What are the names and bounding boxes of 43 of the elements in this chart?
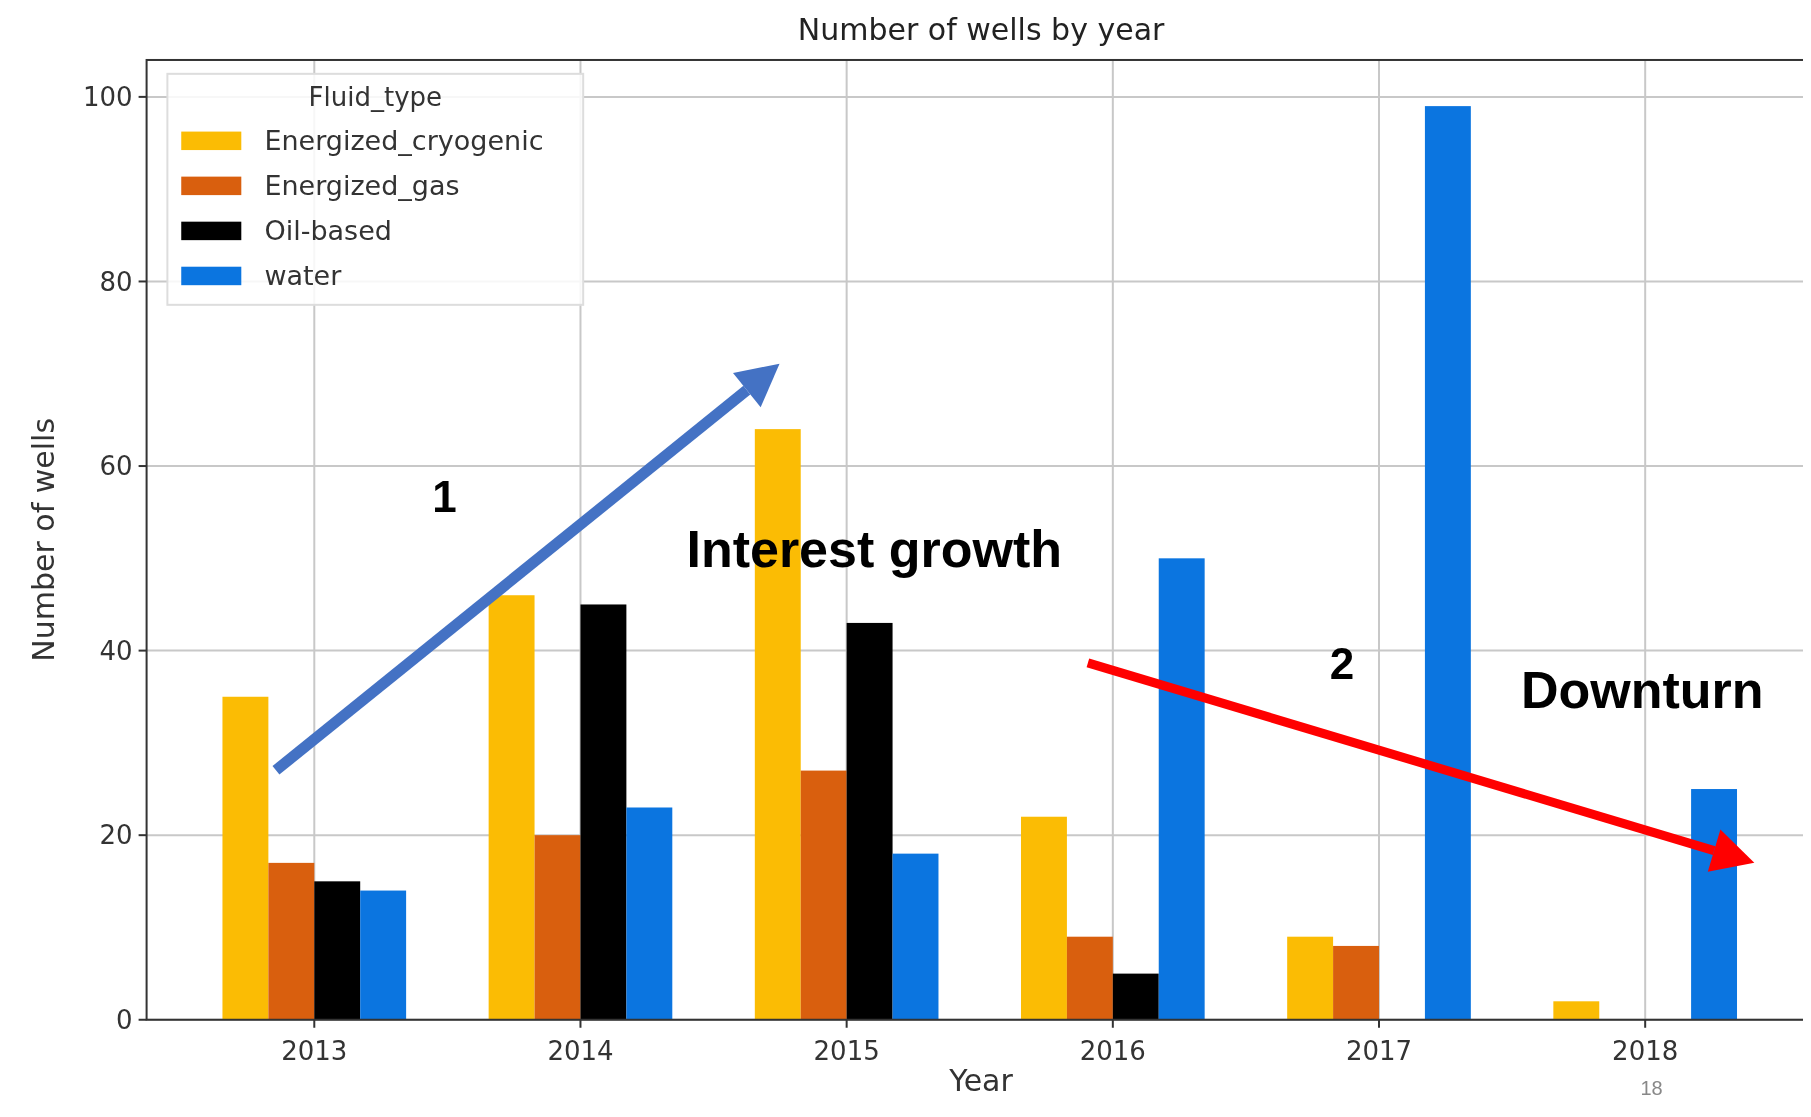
bar [1158,558,1205,1020]
x-tick-label: 2015 [813,1035,880,1066]
y-tick-label: 0 [116,1004,133,1035]
x-tick-label: 2013 [281,1035,348,1066]
annotation: 2 [1329,639,1355,689]
chart-title: Number of wells by year [797,12,1166,48]
x-tick-label: 2018 [1612,1035,1679,1066]
legend-title: Fluid_type [308,82,443,113]
bar [892,853,939,1020]
annotation: Downturn [1520,660,1764,719]
bar [1424,106,1471,1020]
legend-label: water [264,260,343,292]
bar [1333,945,1380,1020]
legend-label: Energized_gas [264,170,460,202]
bar [1066,936,1113,1020]
bar [846,622,893,1020]
y-axis-title: Number of wells [26,417,62,662]
bar [1112,973,1159,1020]
y-tick-label: 80 [99,266,133,297]
x-axis-title: Year [948,1063,1014,1099]
bar [1553,1001,1600,1020]
bar [268,862,315,1020]
x-tick-label: 2017 [1345,1035,1413,1066]
bar [800,770,847,1020]
y-tick-label: 60 [99,451,133,482]
y-tick-label: 40 [99,635,133,666]
text: 18 [1640,1076,1663,1099]
bar [488,595,535,1020]
bar [1287,936,1334,1020]
annotation: 1 [432,471,457,521]
bar [360,890,407,1020]
bar [580,604,627,1020]
bar [1020,816,1067,1020]
bar [222,696,269,1020]
legend-label: Energized_cryogenic [264,125,544,157]
legend-label: Oil-based [264,215,392,247]
bar [314,881,361,1020]
x-tick-label: 2016 [1079,1035,1146,1066]
y-tick-label: 100 [82,81,133,112]
bar [626,807,673,1020]
bar [534,835,581,1020]
x-tick-label: 2014 [547,1035,614,1066]
y-tick-label: 20 [99,820,133,851]
